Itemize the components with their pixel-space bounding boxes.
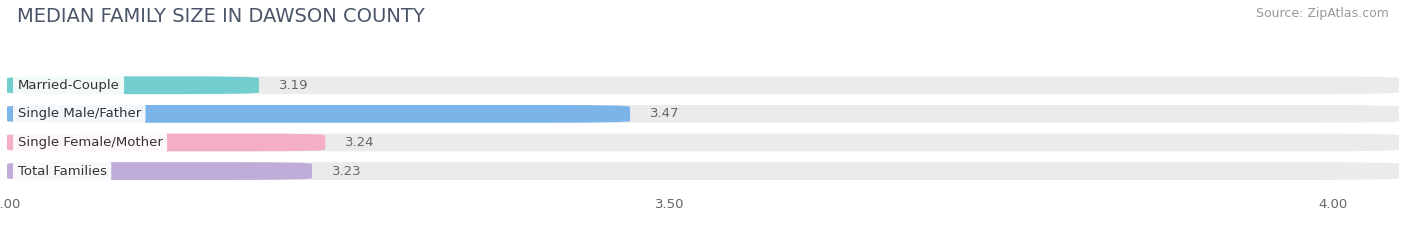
Text: 3.23: 3.23 <box>332 164 361 178</box>
Text: Source: ZipAtlas.com: Source: ZipAtlas.com <box>1256 7 1389 20</box>
FancyBboxPatch shape <box>7 134 325 151</box>
Text: MEDIAN FAMILY SIZE IN DAWSON COUNTY: MEDIAN FAMILY SIZE IN DAWSON COUNTY <box>17 7 425 26</box>
Text: Single Male/Father: Single Male/Father <box>18 107 141 120</box>
Text: Married-Couple: Married-Couple <box>18 79 120 92</box>
FancyBboxPatch shape <box>7 162 312 180</box>
FancyBboxPatch shape <box>7 76 1399 94</box>
FancyBboxPatch shape <box>7 134 1399 151</box>
FancyBboxPatch shape <box>7 76 259 94</box>
FancyBboxPatch shape <box>7 105 1399 123</box>
FancyBboxPatch shape <box>7 105 630 123</box>
Text: 3.24: 3.24 <box>344 136 374 149</box>
Text: Single Female/Mother: Single Female/Mother <box>18 136 163 149</box>
Text: 3.19: 3.19 <box>278 79 308 92</box>
Text: Total Families: Total Families <box>18 164 107 178</box>
FancyBboxPatch shape <box>7 162 1399 180</box>
Text: 3.47: 3.47 <box>650 107 679 120</box>
